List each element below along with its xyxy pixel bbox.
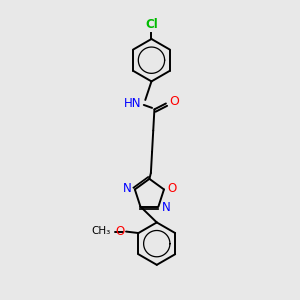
Text: HN: HN [124,97,142,110]
Text: O: O [167,182,177,195]
Text: O: O [115,225,124,238]
Text: O: O [169,94,179,108]
Text: CH₃: CH₃ [91,226,110,236]
Text: N: N [162,201,171,214]
Text: N: N [123,182,131,195]
Text: Cl: Cl [145,18,158,31]
